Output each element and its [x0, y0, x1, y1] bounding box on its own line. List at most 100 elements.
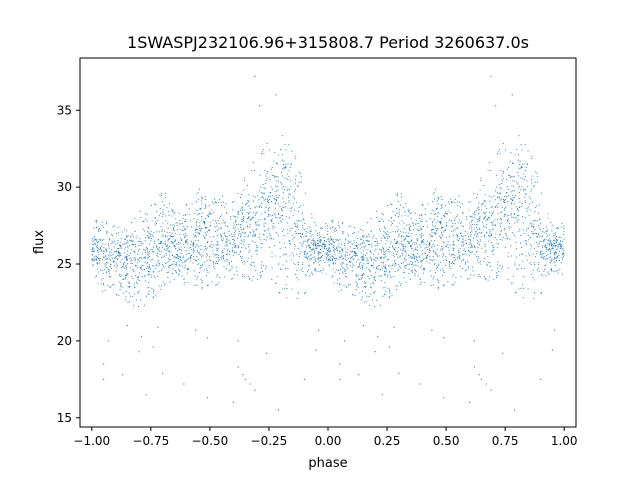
data-point [494, 224, 496, 226]
data-point [484, 246, 486, 248]
data-point [261, 261, 263, 263]
x-tick-label: −0.25 [251, 434, 288, 448]
data-point [98, 259, 101, 262]
data-point [275, 180, 277, 182]
data-point [420, 281, 422, 284]
data-point [209, 260, 212, 262]
data-point [475, 251, 477, 253]
data-point [410, 239, 413, 241]
data-point [527, 150, 529, 152]
data-point [507, 256, 509, 258]
data-point [193, 258, 195, 261]
data-point [392, 263, 394, 265]
data-point [451, 220, 453, 222]
data-point [160, 285, 162, 287]
data-point [369, 269, 371, 271]
data-point [168, 250, 170, 252]
data-point [301, 233, 304, 235]
data-point [381, 237, 383, 239]
data-point [109, 276, 112, 278]
data-point [234, 234, 236, 236]
data-point [130, 252, 132, 254]
data-point [435, 208, 437, 210]
data-point [323, 248, 326, 250]
data-point [380, 276, 382, 278]
data-point [263, 223, 265, 225]
data-point [414, 274, 416, 276]
data-point [559, 268, 561, 270]
data-point [347, 268, 349, 270]
data-point [276, 275, 278, 278]
data-point [336, 248, 338, 250]
data-point [401, 254, 403, 256]
data-point [233, 235, 235, 237]
y-tick-label: 35 [57, 103, 72, 117]
data-point [264, 222, 266, 224]
data-point [551, 245, 553, 247]
data-point [524, 239, 526, 241]
data-point [356, 255, 358, 257]
data-point [365, 281, 367, 284]
data-point [536, 172, 538, 174]
data-point [333, 250, 335, 252]
data-point [101, 245, 103, 247]
data-point [351, 270, 353, 272]
data-point [431, 229, 433, 231]
data-point [159, 263, 161, 265]
data-point [404, 250, 406, 252]
data-point [486, 232, 488, 234]
data-point [393, 256, 395, 258]
data-point [150, 238, 153, 240]
data-point [319, 238, 321, 240]
data-point [214, 220, 216, 222]
data-point [218, 217, 220, 219]
data-point [454, 259, 456, 261]
data-point [459, 258, 461, 260]
data-point [198, 262, 200, 264]
data-point [496, 239, 498, 241]
data-point [318, 232, 320, 234]
data-point [232, 247, 234, 249]
data-point [433, 232, 435, 234]
data-point [244, 209, 246, 211]
data-point [230, 216, 232, 218]
data-point [194, 236, 196, 238]
data-point [204, 223, 206, 225]
data-point [241, 219, 243, 221]
data-point [161, 229, 164, 231]
data-point [460, 276, 462, 278]
data-point [364, 282, 366, 285]
data-point [274, 245, 276, 247]
data-point [189, 257, 191, 259]
data-point [456, 233, 458, 235]
data-point [156, 263, 158, 265]
data-point [118, 252, 120, 254]
data-point [449, 253, 451, 255]
data-point [404, 260, 406, 262]
data-point [548, 243, 550, 245]
data-point [500, 219, 502, 221]
data-point [373, 283, 375, 285]
data-point [363, 301, 365, 303]
data-point [373, 276, 375, 279]
data-point [186, 226, 188, 228]
data-point [230, 278, 232, 280]
data-point [201, 196, 203, 198]
data-point [521, 267, 523, 269]
data-point [348, 226, 350, 228]
data-point [273, 160, 275, 162]
data-point [503, 229, 505, 231]
data-point [406, 234, 408, 236]
data-point [178, 247, 180, 249]
data-point [462, 244, 464, 246]
data-point [328, 244, 330, 246]
data-point [465, 262, 467, 264]
data-point [303, 219, 305, 221]
data-point [228, 270, 230, 272]
data-point [428, 251, 430, 254]
data-point [213, 244, 215, 246]
data-point [258, 219, 260, 221]
data-point [430, 285, 432, 287]
data-point [167, 277, 169, 279]
data-point [258, 205, 260, 207]
